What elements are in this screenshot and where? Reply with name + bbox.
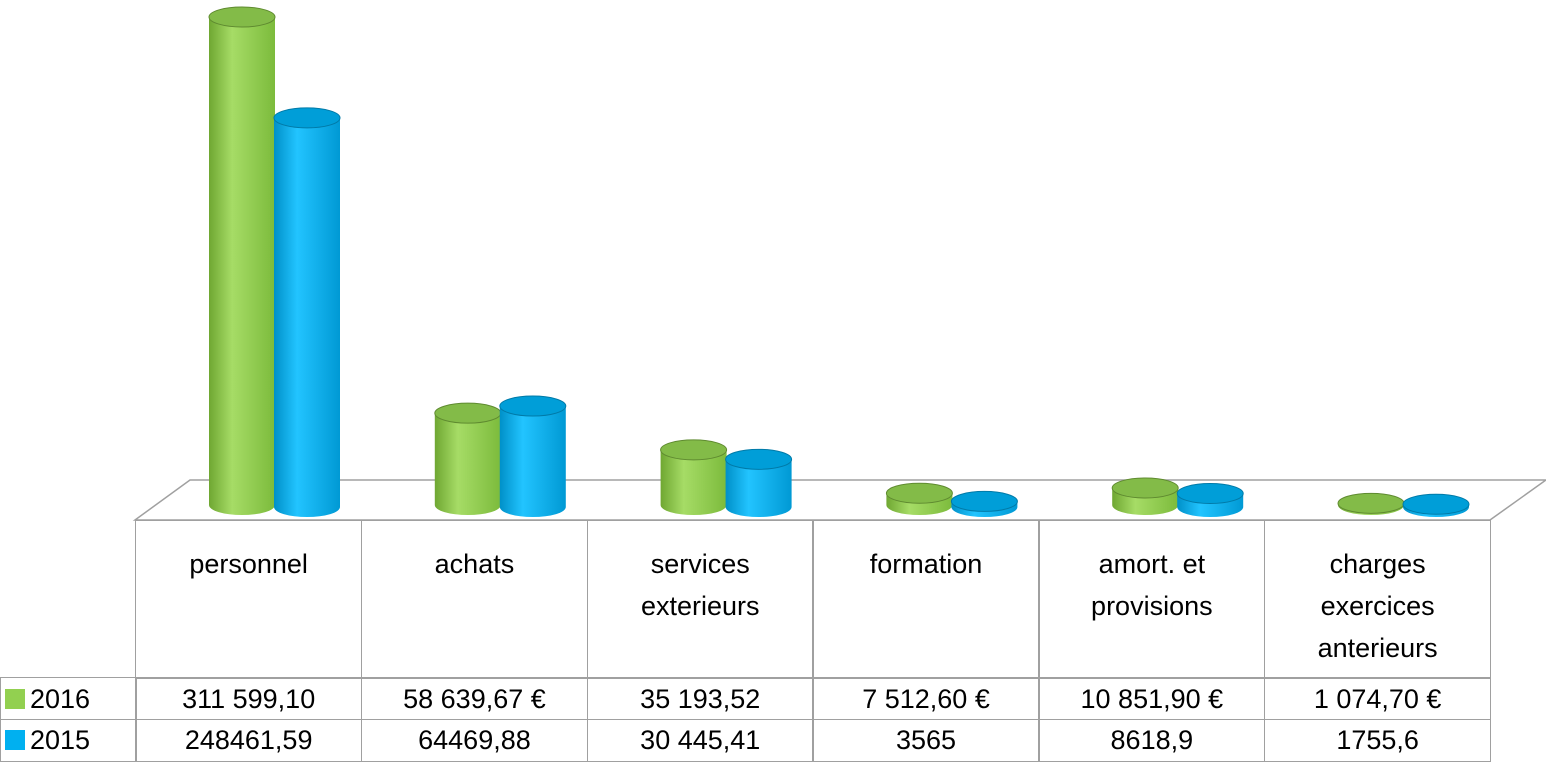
data-label: 311 599,10 — [135, 677, 363, 720]
bar-body — [274, 117, 340, 517]
bar-top — [660, 439, 728, 461]
category-label: amort. et provisions — [1038, 520, 1266, 679]
data-label: 3565 — [812, 718, 1040, 762]
bar — [950, 490, 1018, 517]
legend-item: 2015 — [0, 718, 137, 762]
bar-top — [725, 448, 793, 470]
data-label: 58 639,67 € — [360, 677, 589, 720]
bar-top — [499, 395, 567, 417]
category-label: formation — [812, 520, 1040, 679]
bar — [725, 448, 793, 517]
bar-top — [273, 107, 341, 129]
data-label: 7 512,60 € — [812, 677, 1040, 720]
bar-body — [209, 17, 275, 515]
category-label: personnel — [135, 520, 363, 679]
bar-top — [1176, 483, 1244, 505]
data-label: 30 445,41 — [586, 718, 814, 762]
data-label: 10 851,90 € — [1038, 677, 1266, 720]
category-label: charges exercices anterieurs — [1264, 520, 1492, 679]
bar — [885, 482, 953, 515]
data-label: 8618,9 — [1038, 718, 1266, 762]
bar — [660, 439, 728, 515]
bar-body — [725, 459, 792, 517]
bar-top — [1337, 492, 1405, 514]
data-label: 248461,59 — [135, 718, 363, 762]
bar-top — [885, 482, 953, 504]
data-label: 1 074,70 € — [1264, 677, 1492, 720]
bar-top — [1402, 493, 1470, 515]
bar — [1337, 492, 1405, 515]
bar — [208, 6, 276, 515]
bar-body — [499, 406, 566, 517]
bar-top — [950, 490, 1018, 512]
floor — [132, 479, 1546, 521]
legend-label: 2016 — [30, 683, 91, 714]
bar — [1176, 483, 1244, 517]
legend-swatch — [5, 730, 25, 750]
data-label: 1755,6 — [1264, 718, 1492, 762]
bar — [434, 402, 502, 515]
legend-swatch — [5, 688, 25, 709]
bar-top — [434, 402, 502, 424]
category-label: services exterieurs — [586, 520, 814, 679]
category-label: achats — [360, 520, 589, 679]
data-label: 35 193,52 — [586, 677, 814, 720]
bar-top — [1111, 477, 1179, 499]
bar — [1111, 477, 1179, 515]
legend-label: 2015 — [30, 725, 91, 755]
legend-item: 2016 — [0, 677, 137, 720]
bar — [499, 395, 567, 517]
data-label: 64469,88 — [360, 718, 589, 762]
bar — [1402, 493, 1470, 517]
bar — [273, 107, 341, 517]
bar-top — [208, 6, 276, 28]
bar-body — [660, 449, 727, 515]
bar-body — [434, 413, 501, 515]
